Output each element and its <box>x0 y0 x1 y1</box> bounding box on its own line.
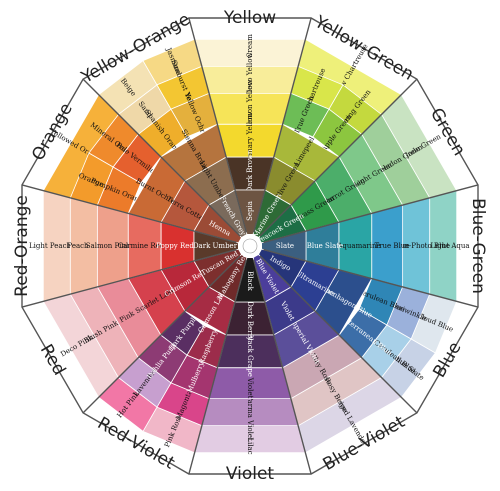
swatch-label: Parma Violet <box>246 395 254 441</box>
swatch-label: Dark Brown <box>246 149 254 192</box>
swatch-label: Salmon Pink <box>86 242 131 250</box>
swatch-label: Violet <box>246 377 254 399</box>
swatch-label: Aquamarine <box>336 242 380 250</box>
swatch-label: Cream <box>246 34 254 58</box>
wheel-outer-rim <box>21 17 479 475</box>
sector-divider <box>188 259 248 475</box>
swatch-label: Sepia <box>246 201 254 221</box>
swatch-label: Dark Umber <box>193 242 238 250</box>
swatch-label: Canary Yellow <box>246 112 254 163</box>
swatch-label: Blue Slate <box>307 242 343 250</box>
swatch-label: Lilac <box>246 437 254 454</box>
swatch-label: Slate <box>276 242 294 250</box>
sector-divider <box>263 248 479 308</box>
sector-name: Violet <box>226 464 275 484</box>
swatch-label: True Blue <box>375 242 410 250</box>
swatch-label: Black <box>246 271 254 291</box>
swatch-label: Carmine Red <box>118 242 165 250</box>
sector-divider <box>21 248 237 308</box>
sector-divider <box>82 255 241 414</box>
swatch-label: Light Peach <box>29 242 72 250</box>
sector-name: Yellow <box>223 8 276 28</box>
swatch-label: Deco Yellow <box>246 53 254 96</box>
swatch-label: Non-Photo Blue <box>394 242 450 250</box>
swatch-label: Light Aqua <box>430 242 469 250</box>
sector-divider <box>21 184 237 244</box>
sector-name: Blue-Green <box>468 198 488 294</box>
swatch-label: Poppy Red <box>156 242 194 250</box>
sector-divider <box>259 78 418 237</box>
sector-divider <box>263 184 479 244</box>
sector-divider <box>259 255 418 414</box>
swatch-label: Dark Berry <box>246 301 254 341</box>
sector-divider <box>252 17 312 233</box>
sector-name: Red-Orange <box>12 195 32 297</box>
spoke-layer <box>21 17 479 475</box>
swatch-label: Peach <box>67 242 89 250</box>
sector-divider <box>188 17 248 233</box>
swatch-label: Black Grape <box>246 333 254 377</box>
swatch-label: Lemon Yellow <box>246 79 254 128</box>
sector-divider <box>252 259 312 475</box>
sector-divider <box>82 78 241 237</box>
wheel-hub <box>242 238 258 254</box>
